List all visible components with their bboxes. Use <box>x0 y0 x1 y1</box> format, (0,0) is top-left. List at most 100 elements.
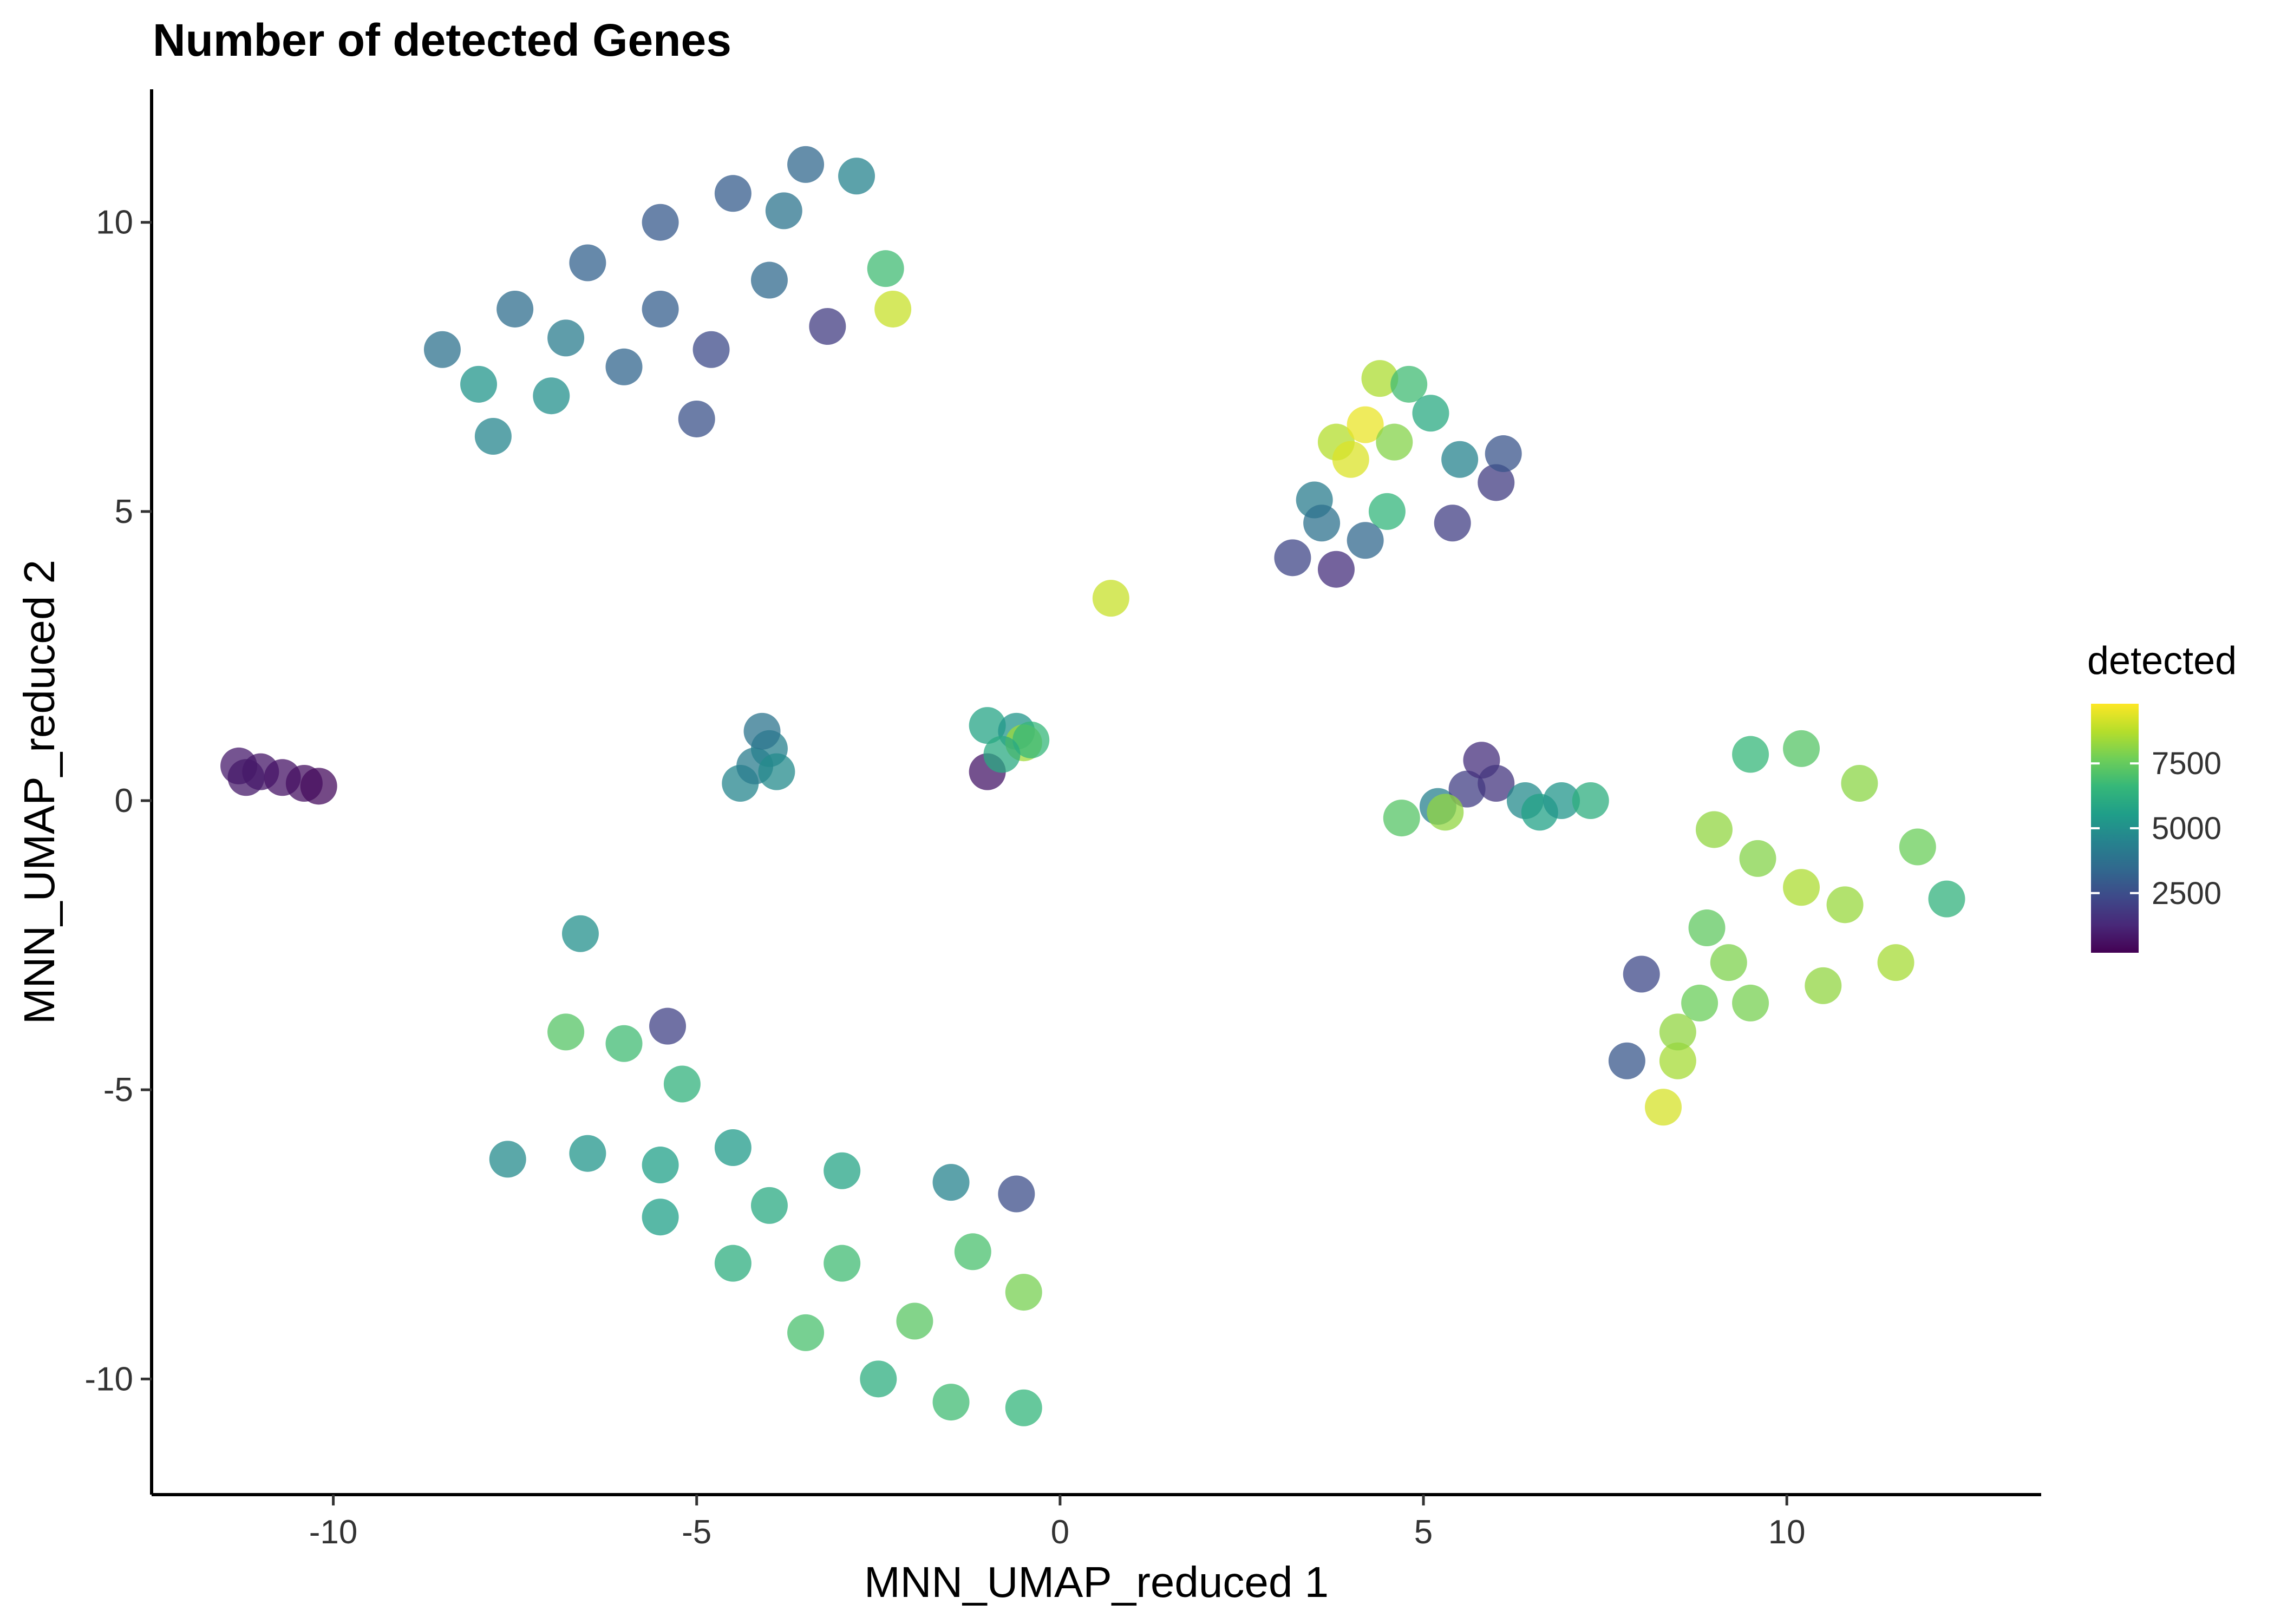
data-point <box>867 250 904 287</box>
data-point <box>969 707 1006 744</box>
data-point <box>533 377 570 415</box>
data-point <box>1332 441 1369 478</box>
data-point <box>1012 721 1050 758</box>
data-point <box>1376 423 1413 461</box>
data-point <box>547 319 585 357</box>
data-point <box>809 308 846 345</box>
data-point <box>460 365 498 403</box>
data-point <box>547 1013 585 1051</box>
data-point <box>1608 1042 1645 1079</box>
data-point <box>1659 1013 1696 1051</box>
data-point <box>1485 435 1522 473</box>
y-tick-label: 5 <box>115 493 133 531</box>
data-point <box>1383 800 1420 837</box>
data-point <box>860 1360 897 1398</box>
data-point <box>1877 944 1914 981</box>
data-point <box>758 753 795 790</box>
data-point <box>642 1199 679 1236</box>
data-point <box>1434 505 1471 542</box>
data-point <box>954 1233 991 1271</box>
data-point <box>1368 493 1406 530</box>
x-tick-label: 10 <box>1768 1514 1806 1551</box>
data-point <box>1005 1389 1042 1426</box>
data-point <box>1805 967 1842 1004</box>
data-point <box>1841 764 1878 802</box>
data-point <box>1347 522 1384 559</box>
legend-tick-label: 5000 <box>2152 811 2221 846</box>
data-point <box>1441 441 1479 478</box>
x-axis-label: MNN_UMAP_reduced 1 <box>864 1558 1329 1606</box>
data-point <box>1710 944 1747 981</box>
data-point <box>1092 580 1129 617</box>
data-point <box>1412 395 1449 432</box>
data-point <box>1623 955 1660 993</box>
data-point <box>838 158 875 195</box>
data-point <box>1390 365 1428 403</box>
data-point <box>932 1384 970 1421</box>
x-ticks: -10 -5 0 5 10 <box>309 1495 1806 1551</box>
data-point <box>787 1314 825 1351</box>
data-point <box>1783 869 1820 906</box>
data-point <box>569 1135 606 1172</box>
data-point <box>998 1175 1035 1213</box>
data-point <box>743 712 781 750</box>
data-point <box>1928 880 1965 918</box>
data-point <box>1303 505 1341 542</box>
data-point <box>1361 360 1399 397</box>
y-tick-label: 0 <box>115 782 133 820</box>
legend-title: detected <box>2087 639 2237 683</box>
points-layer <box>220 146 1965 1426</box>
data-point <box>1645 1089 1682 1126</box>
x-tick-label: -10 <box>309 1514 358 1551</box>
data-point <box>714 1245 752 1282</box>
data-point <box>932 1164 970 1201</box>
data-point <box>750 1187 788 1224</box>
x-tick-label: 5 <box>1414 1514 1433 1551</box>
legend-ticks: 2500 5000 7500 <box>2091 746 2221 911</box>
y-tick-label: -5 <box>103 1071 133 1109</box>
data-point <box>896 1302 933 1340</box>
data-point <box>1317 551 1355 588</box>
data-point <box>824 1245 861 1282</box>
data-point <box>561 915 599 952</box>
data-point <box>1448 770 1486 808</box>
y-axis-label: MNN_UMAP_reduced 2 <box>15 560 63 1024</box>
data-point <box>1478 464 1515 501</box>
data-point <box>642 290 679 328</box>
data-point <box>1739 840 1776 877</box>
chart-title: Number of detected Genes <box>153 15 731 66</box>
data-point <box>423 331 461 368</box>
data-point <box>1688 909 1726 947</box>
data-point <box>1572 782 1609 820</box>
data-point <box>1543 782 1580 820</box>
data-point <box>787 146 825 183</box>
data-point <box>605 348 643 385</box>
data-point <box>1783 730 1820 767</box>
data-point <box>692 331 730 368</box>
color-legend: detected 2500 5000 7500 <box>2087 639 2237 953</box>
data-point <box>649 1007 687 1045</box>
data-point <box>496 290 534 328</box>
data-point <box>642 1147 679 1184</box>
data-point <box>642 204 679 241</box>
data-point <box>1659 1042 1696 1079</box>
data-point <box>714 1129 752 1167</box>
data-point <box>569 244 606 281</box>
data-point <box>1427 794 1464 831</box>
data-point <box>983 736 1021 773</box>
y-tick-label: -10 <box>84 1360 133 1398</box>
y-ticks: -10 -5 0 5 10 <box>84 204 152 1398</box>
data-point <box>1681 984 1718 1021</box>
y-tick-label: 10 <box>96 204 133 241</box>
data-point <box>605 1025 643 1062</box>
data-point <box>1899 828 1936 866</box>
data-point <box>1005 1274 1042 1311</box>
data-point <box>1274 539 1311 577</box>
legend-tick-label: 7500 <box>2152 746 2221 781</box>
data-point <box>714 175 752 212</box>
data-point <box>489 1141 526 1178</box>
data-point <box>824 1152 861 1189</box>
data-point <box>1347 406 1384 443</box>
data-point <box>663 1065 701 1103</box>
